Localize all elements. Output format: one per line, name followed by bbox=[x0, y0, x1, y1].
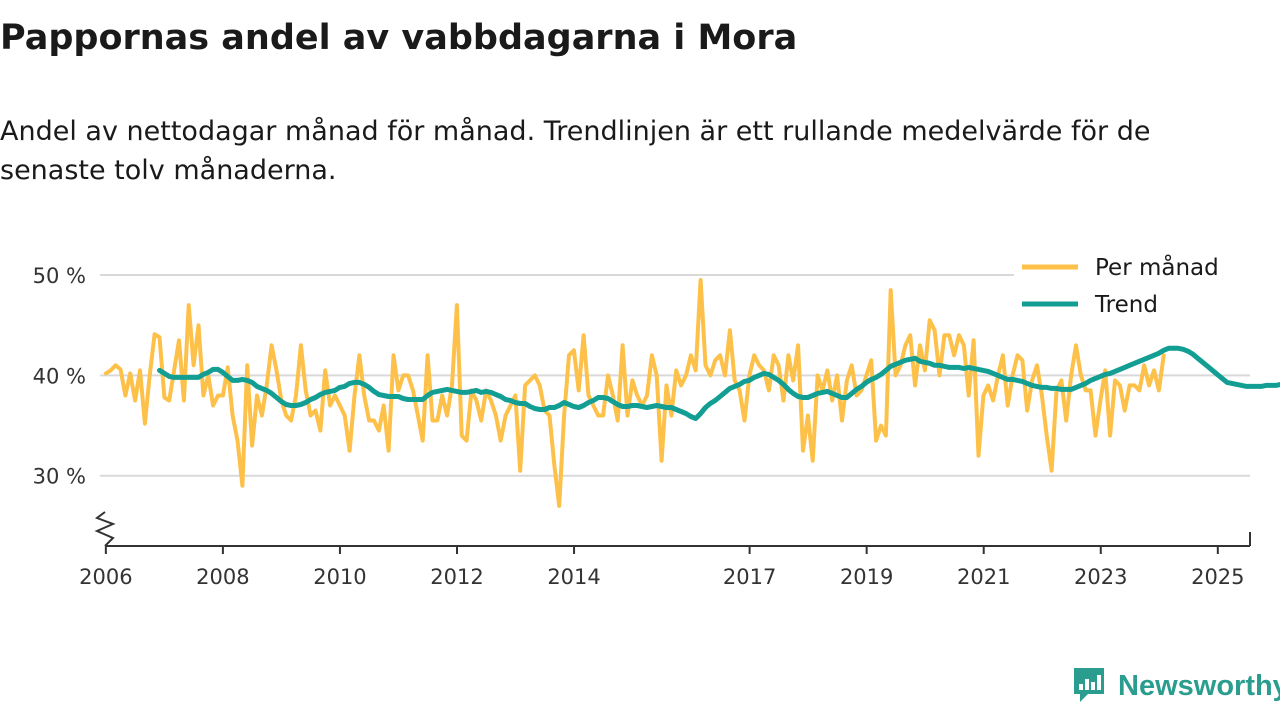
x-tick-label: 2019 bbox=[840, 565, 893, 589]
y-axis-break-icon bbox=[94, 511, 116, 547]
legend[interactable]: Per månad Trend bbox=[1014, 248, 1250, 324]
x-tick-label: 2010 bbox=[313, 565, 366, 589]
chart-subtitle: Andel av nettodagar månad för månad. Tre… bbox=[0, 116, 1151, 186]
legend-label-trend: Trend bbox=[1094, 292, 1158, 318]
newsworthy-logo-icon bbox=[1072, 664, 1106, 708]
series-line-per-manad bbox=[103, 278, 1166, 508]
y-tick-label: 40 % bbox=[33, 364, 86, 388]
chart-title: Pappornas andel av vabbdagarna i Mora bbox=[0, 18, 798, 58]
x-tick-label: 2006 bbox=[79, 565, 132, 589]
y-axis-ticks: 30 % 40 % 50 % bbox=[33, 264, 86, 489]
x-tick-label: 2023 bbox=[1074, 565, 1127, 589]
legend-label-per-manad: Per månad bbox=[1095, 253, 1219, 281]
x-tick-label: 2021 bbox=[957, 565, 1010, 589]
y-tick-label: 50 % bbox=[33, 264, 86, 288]
x-tick-label: 2025 bbox=[1191, 565, 1244, 589]
series-line-trend bbox=[157, 345, 1280, 421]
y-tick-label: 30 % bbox=[33, 465, 86, 489]
legend-background bbox=[1014, 248, 1250, 324]
x-tick-label: 2012 bbox=[430, 565, 483, 589]
brand-logo[interactable]: Newsworthy bbox=[1072, 666, 1280, 706]
brand-name: Newsworthy bbox=[1118, 669, 1280, 702]
x-tick-label: 2017 bbox=[723, 565, 776, 589]
axes bbox=[94, 511, 1251, 547]
line-chart: 30 % 40 % 50 % 2006 2008 2010 2012 2014 2017 201… bbox=[32, 248, 1280, 589]
series-lines bbox=[103, 278, 1280, 508]
x-axis-ticks: 2006 2008 2010 2012 2014 2017 2019 2021 2023 2025 bbox=[79, 546, 1245, 589]
x-tick-label: 2008 bbox=[196, 565, 249, 589]
x-tick-label: 2014 bbox=[547, 565, 600, 589]
